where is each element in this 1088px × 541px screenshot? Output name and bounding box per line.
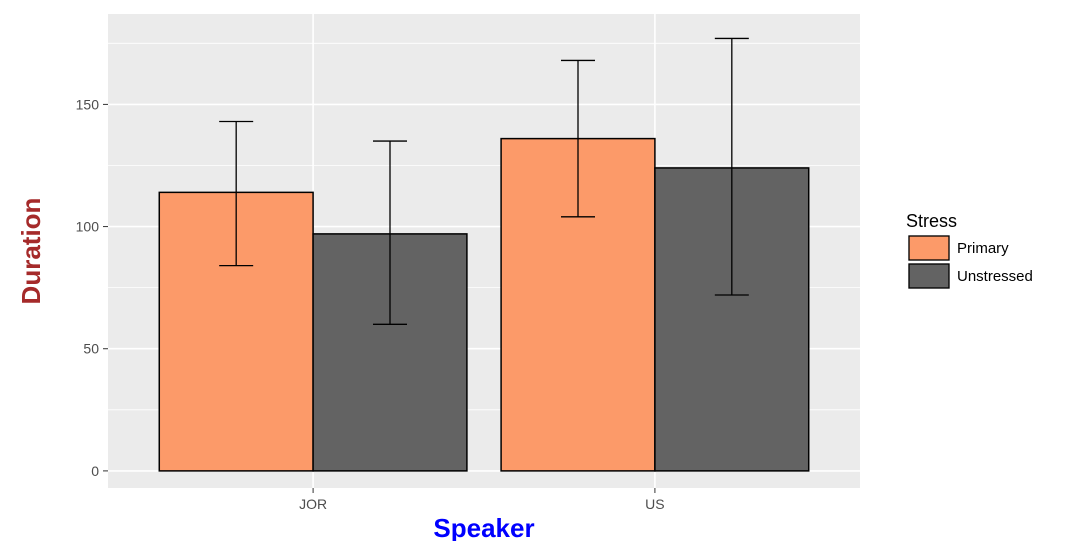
error-bars bbox=[219, 37, 749, 325]
x-axis-title: Speaker bbox=[433, 513, 534, 541]
y-tick-label: 50 bbox=[83, 341, 99, 357]
y-axis-title: Duration bbox=[16, 198, 46, 305]
error-bar-primary-jor bbox=[219, 120, 254, 267]
legend-swatch bbox=[908, 263, 950, 289]
y-tick-label: 100 bbox=[76, 219, 100, 235]
error-bar-primary-us bbox=[561, 59, 595, 218]
legend: Stress Primary Unstressed bbox=[906, 211, 1033, 289]
y-tick-label: 0 bbox=[91, 463, 99, 479]
y-tick-label: 150 bbox=[76, 96, 100, 112]
legend-label: Primary bbox=[957, 240, 1009, 257]
legend-items: Primary Unstressed bbox=[908, 235, 1033, 289]
legend-item-primary: Primary bbox=[908, 235, 1009, 261]
x-tick-label: US bbox=[645, 496, 664, 512]
error-bar-unstressed-us bbox=[714, 37, 749, 296]
legend-title: Stress bbox=[906, 211, 957, 231]
legend-item-unstressed: Unstressed bbox=[908, 263, 1033, 289]
legend-label: Unstressed bbox=[957, 268, 1033, 285]
x-axis: JOR US bbox=[299, 488, 665, 512]
y-axis: 0 50 100 150 bbox=[76, 96, 108, 479]
legend-swatch bbox=[908, 235, 950, 261]
error-bar-unstressed-jor bbox=[373, 140, 407, 325]
x-tick-label: JOR bbox=[299, 496, 327, 512]
